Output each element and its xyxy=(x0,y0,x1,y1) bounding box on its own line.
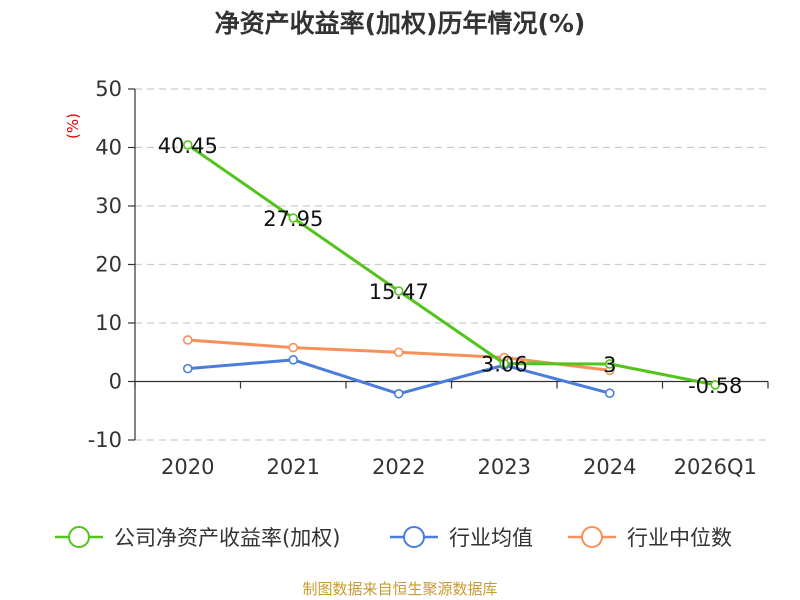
grid xyxy=(135,88,768,441)
x-tick-label: 2021 xyxy=(267,455,320,479)
data-label: 15.47 xyxy=(369,280,429,304)
data-label: 3.06 xyxy=(481,353,528,377)
legend-label: 行业中位数 xyxy=(627,526,732,550)
legend-label: 公司净资产收益率(加权) xyxy=(114,526,340,550)
source-note: 制图数据来自恒生聚源数据库 xyxy=(302,580,497,598)
data-point xyxy=(288,213,299,223)
data-label: -0.58 xyxy=(688,374,742,398)
legend-marker xyxy=(581,526,603,548)
series-line xyxy=(186,143,716,387)
x-tick-label: 2023 xyxy=(478,455,531,479)
x-tick-label: 2024 xyxy=(583,455,636,479)
x-tick-label: 2026Q1 xyxy=(674,455,757,479)
y-tick-label: 40 xyxy=(95,136,122,160)
data-label: 40.45 xyxy=(158,134,218,158)
data-point xyxy=(182,335,193,345)
data-point xyxy=(393,347,404,358)
y-tick-label: -10 xyxy=(88,428,122,452)
data-point xyxy=(393,286,404,296)
legend-marker xyxy=(68,526,90,548)
x-tick-label: 2022 xyxy=(372,455,425,479)
legend-marker xyxy=(403,526,425,548)
chart-title: 净资产收益率(加权)历年情况(%) xyxy=(215,9,586,38)
y-axis-unit: (%) xyxy=(64,113,82,139)
data-point xyxy=(288,355,299,365)
data-point xyxy=(604,388,615,399)
data-label: 27.95 xyxy=(263,207,323,231)
y-tick-label: 20 xyxy=(95,253,122,277)
data-point xyxy=(182,140,193,150)
data-point xyxy=(182,363,193,374)
y-tick-label: 10 xyxy=(95,311,122,335)
data-point xyxy=(393,388,404,399)
x-tick-label: 2020 xyxy=(161,455,214,479)
data-point xyxy=(288,342,299,353)
y-tick-label: 50 xyxy=(95,77,122,101)
y-tick-label: 30 xyxy=(95,194,122,218)
data-point xyxy=(710,380,721,390)
data-label: 3 xyxy=(603,353,616,377)
y-tick-label: 0 xyxy=(109,370,122,394)
series xyxy=(182,140,721,399)
data-point xyxy=(499,358,510,369)
legend: 公司净资产收益率(加权) 行业均值 行业中位数 xyxy=(55,526,732,550)
legend-label: 行业均值 xyxy=(449,526,533,550)
axes: 50 40 30 20 10 0 -10 2020 2021 2022 2023 2024 2026Q1 xyxy=(88,77,769,479)
data-labels: 40.45 27.95 15.47 3.06 3 -0.58 xyxy=(158,134,743,398)
data-point xyxy=(604,359,615,369)
